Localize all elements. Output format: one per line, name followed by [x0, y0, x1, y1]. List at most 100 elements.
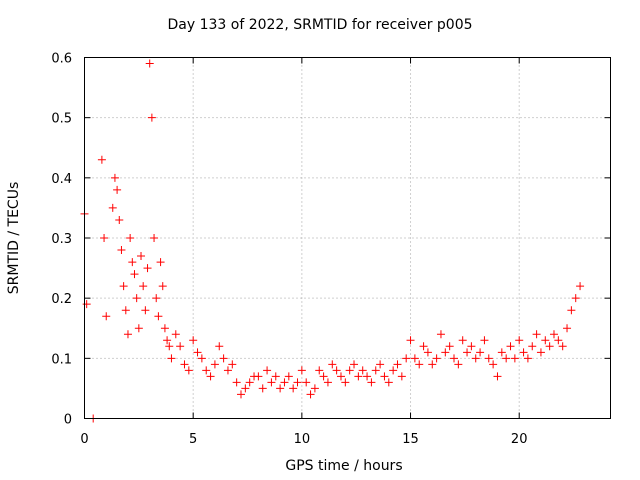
data-point — [371, 366, 380, 375]
data-point — [130, 270, 139, 279]
y-tick-label: 0.2 — [51, 292, 72, 307]
data-point — [541, 336, 550, 345]
data-point — [328, 360, 337, 369]
data-point — [123, 330, 132, 339]
y-axis-label: SRMTID / TECUs — [6, 182, 22, 295]
data-point — [467, 342, 476, 351]
data-point — [376, 360, 385, 369]
data-point — [336, 372, 345, 381]
data-point — [145, 59, 154, 68]
data-point — [576, 282, 585, 291]
grid-lines — [84, 57, 611, 419]
data-point — [184, 366, 193, 375]
data-point — [523, 354, 532, 363]
data-point — [532, 330, 541, 339]
data-point — [367, 378, 376, 387]
data-point — [419, 342, 428, 351]
data-point — [323, 378, 332, 387]
data-point — [152, 294, 161, 303]
data-point — [132, 294, 141, 303]
data-point — [528, 342, 537, 351]
data-point — [297, 366, 306, 375]
x-tick-label: 5 — [189, 432, 197, 447]
data-point — [193, 348, 202, 357]
data-point — [154, 312, 163, 321]
data-point — [454, 360, 463, 369]
data-point — [189, 336, 198, 345]
data-point — [415, 360, 424, 369]
data-point — [236, 390, 245, 399]
data-point — [410, 354, 419, 363]
data-point — [147, 113, 156, 122]
data-point — [110, 173, 119, 182]
data-point — [445, 342, 454, 351]
data-point — [571, 294, 580, 303]
data-point — [484, 354, 493, 363]
data-point — [121, 306, 130, 315]
data-point — [82, 300, 91, 309]
data-point — [450, 354, 459, 363]
data-point — [350, 360, 359, 369]
data-point — [128, 258, 137, 267]
data-point — [341, 378, 350, 387]
data-point — [471, 354, 480, 363]
data-point — [423, 348, 432, 357]
data-point — [306, 390, 315, 399]
data-point — [332, 366, 341, 375]
data-point — [393, 360, 402, 369]
data-point — [163, 336, 172, 345]
data-point — [215, 342, 224, 351]
data-point — [176, 342, 185, 351]
data-point — [358, 366, 367, 375]
data-point — [158, 282, 167, 291]
y-tick-label: 0.6 — [51, 52, 72, 67]
data-point — [497, 348, 506, 357]
data-point — [384, 378, 393, 387]
data-point — [171, 330, 180, 339]
x-tick-label: 10 — [294, 432, 311, 447]
data-point — [397, 372, 406, 381]
data-point — [137, 252, 146, 261]
x-tick-label: 15 — [402, 432, 419, 447]
y-tick-label: 0.1 — [51, 352, 72, 367]
chart-title: Day 133 of 2022, SRMTID for receiver p00… — [167, 17, 473, 33]
data-points — [80, 59, 585, 423]
data-point — [160, 324, 169, 333]
data-point — [506, 342, 515, 351]
data-point — [119, 282, 128, 291]
data-point — [180, 360, 189, 369]
data-point — [228, 360, 237, 369]
data-point — [363, 372, 372, 381]
data-point — [441, 348, 450, 357]
data-point — [293, 378, 302, 387]
data-point — [567, 306, 576, 315]
data-point — [258, 384, 267, 393]
data-point — [519, 348, 528, 357]
y-tick-label: 0.4 — [51, 172, 72, 187]
data-point — [380, 372, 389, 381]
data-point — [100, 234, 109, 242]
data-point — [402, 354, 411, 363]
data-point — [502, 354, 511, 363]
data-point — [108, 203, 117, 212]
x-tick-label: 20 — [511, 432, 528, 447]
data-point — [263, 366, 272, 375]
data-point — [143, 264, 152, 273]
data-point — [345, 366, 354, 375]
data-point — [206, 372, 215, 381]
data-point — [271, 372, 280, 381]
data-point — [141, 306, 150, 315]
data-point — [241, 384, 250, 393]
data-point — [115, 215, 124, 224]
data-point — [310, 384, 319, 393]
plot-frame — [84, 57, 611, 419]
data-point — [428, 360, 437, 369]
data-point — [289, 384, 298, 393]
data-point — [284, 372, 293, 381]
data-point — [558, 342, 567, 351]
data-point — [563, 324, 572, 333]
data-point — [493, 372, 502, 381]
data-point — [219, 354, 228, 363]
data-point — [202, 366, 211, 375]
data-point — [510, 354, 519, 363]
